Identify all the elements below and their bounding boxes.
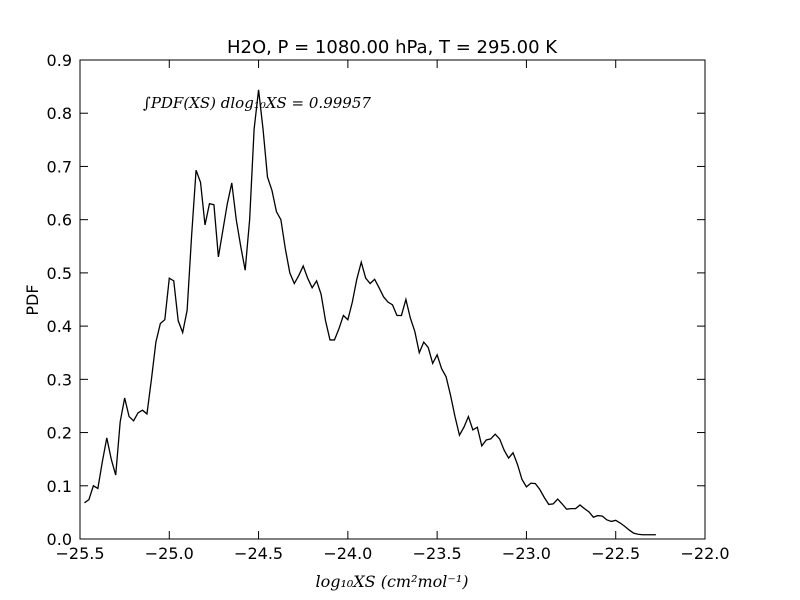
x-tick-label: −22.0 (680, 544, 729, 563)
x-tick-label: −23.5 (413, 544, 462, 563)
y-tick-label: 0.2 (47, 424, 72, 443)
x-tick-label: −24.0 (323, 544, 372, 563)
x-tick-label: −25.5 (55, 544, 104, 563)
y-tick-label: 0.3 (47, 370, 72, 389)
x-axis-label: log₁₀XS (cm²mol⁻¹) (315, 572, 468, 591)
data-line (84, 89, 656, 536)
plot-frame (79, 59, 706, 540)
y-tick-label: 0.0 (47, 530, 72, 549)
y-tick-label: 0.1 (47, 477, 72, 496)
y-tick-label: 0.4 (47, 317, 72, 336)
y-tick-label: 0.8 (47, 104, 72, 123)
x-tick-label: −22.5 (591, 544, 640, 563)
chart-title: H2O, P = 1080.00 hPa, T = 295.00 K (227, 37, 558, 58)
x-tick-label: −24.5 (234, 544, 283, 563)
y-tick-label: 0.5 (47, 264, 72, 283)
y-axis-label: PDF (23, 284, 42, 315)
x-tick-label: −23.0 (502, 544, 551, 563)
y-tick-label: 0.6 (47, 211, 72, 230)
y-tick-label: 0.9 (47, 51, 72, 70)
y-tick-label: 0.7 (47, 157, 72, 176)
x-tick-label: −25.0 (145, 544, 194, 563)
